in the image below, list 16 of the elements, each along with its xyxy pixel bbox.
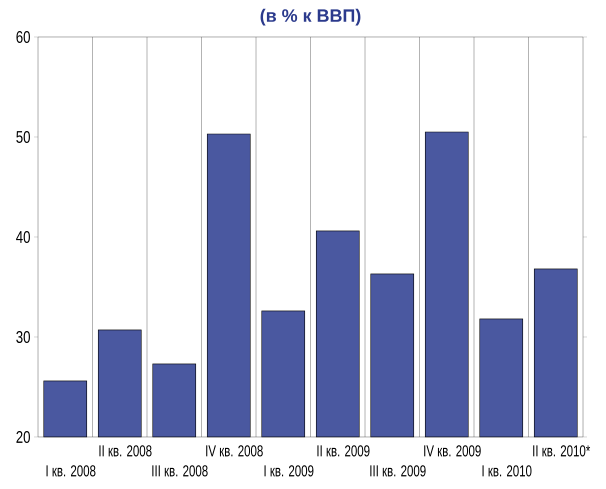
- x-tick-label: III кв. 2009: [370, 465, 426, 476]
- x-tick-label: IV кв. 2009: [424, 445, 481, 456]
- x-tick-label: IV кв. 2008: [206, 445, 263, 456]
- chart-title: (в % к ВВП): [260, 8, 360, 26]
- x-tick-label: I кв. 2010: [482, 465, 532, 476]
- x-tick-label: II кв. 2008: [99, 445, 152, 456]
- x-tick-label: II кв. 2009: [317, 445, 370, 456]
- y-tick-label: 60: [16, 30, 30, 43]
- y-tick-label: 40: [16, 230, 30, 243]
- y-tick-label: 50: [16, 130, 30, 143]
- y-tick-label: 30: [16, 330, 30, 343]
- x-tick-label: I кв. 2008: [46, 465, 96, 476]
- x-tick-label: I кв. 2009: [264, 465, 314, 476]
- y-tick-label: 20: [16, 430, 30, 443]
- x-tick-label: II кв. 2010*: [533, 445, 590, 456]
- x-tick-label: III кв. 2008: [152, 465, 208, 476]
